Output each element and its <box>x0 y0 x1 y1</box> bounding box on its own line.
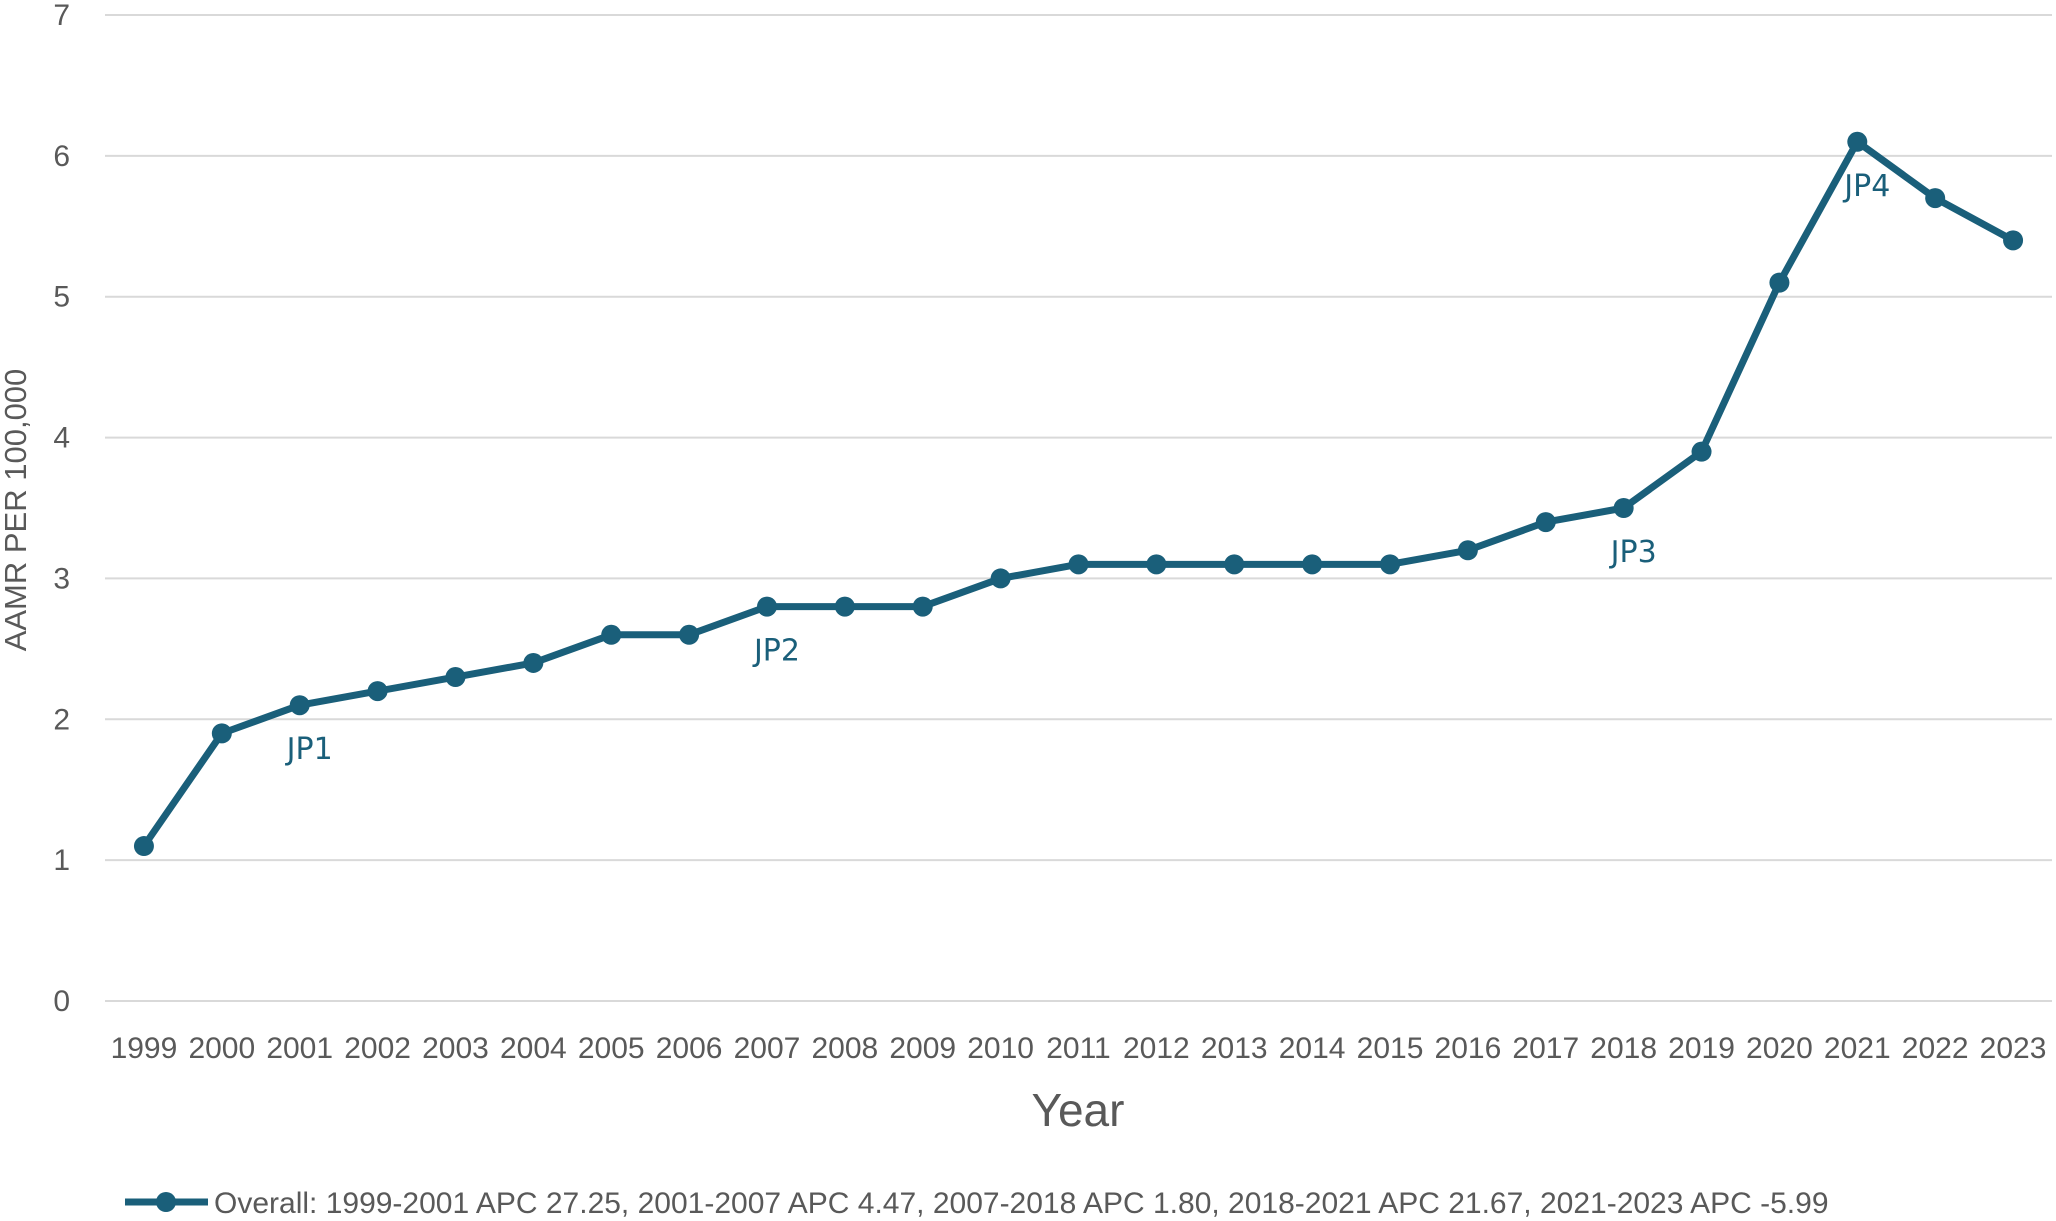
y-tick-label-5: 5 <box>53 281 70 314</box>
x-axis-ticks: 1999 2000 2001 2002 2003 2004 2005 2006 2007 2008… <box>111 1032 2047 1065</box>
series-layer <box>133 131 2024 857</box>
x-tick-label-2012: 2012 <box>1123 1032 1190 1065</box>
x-tick-label-2003: 2003 <box>422 1032 489 1065</box>
y-tick-label-0: 0 <box>53 985 70 1018</box>
annotation-jp1: JP1 <box>285 732 333 767</box>
y-tick-label-6: 6 <box>53 140 70 173</box>
data-point-2018 <box>1613 498 1634 518</box>
gridlines <box>105 14 2052 1002</box>
x-tick-label-1999: 1999 <box>111 1032 178 1065</box>
x-tick-label-2004: 2004 <box>500 1032 567 1065</box>
data-point-2010 <box>990 568 1011 589</box>
data-point-2023 <box>2003 230 2024 251</box>
annotations: JP1 JP2 JP3 JP4 <box>285 169 1891 767</box>
y-tick-label-4: 4 <box>53 422 70 455</box>
x-tick-label-2017: 2017 <box>1512 1032 1579 1065</box>
legend-point-marker <box>156 1192 176 1212</box>
data-point-2009 <box>912 596 933 617</box>
data-point-2006 <box>679 624 700 645</box>
data-point-2017 <box>1535 512 1556 533</box>
x-tick-label-2014: 2014 <box>1279 1032 1346 1065</box>
y-axis-title: AAMR PER 100,000 <box>0 369 33 652</box>
x-tick-label-2011: 2011 <box>1046 1032 1111 1065</box>
data-point-2008 <box>834 596 855 617</box>
x-tick-label-2019: 2019 <box>1668 1032 1735 1065</box>
legend-label: Overall: 1999-2001 APC 27.25, 2001-2007 … <box>214 1187 1829 1220</box>
data-point-2013 <box>1224 554 1245 575</box>
data-point-1999 <box>133 836 154 857</box>
data-point-2007 <box>756 596 777 617</box>
data-point-2019 <box>1691 441 1712 462</box>
data-point-2011 <box>1068 554 1089 575</box>
data-point-2014 <box>1302 554 1323 575</box>
x-tick-label-2007: 2007 <box>734 1032 801 1065</box>
x-tick-label-2022: 2022 <box>1902 1032 1969 1065</box>
y-tick-label-7: 7 <box>53 0 70 32</box>
y-axis-ticks: 0 1 2 3 4 5 6 7 <box>53 0 70 1018</box>
x-tick-label-2000: 2000 <box>188 1032 255 1065</box>
legend: Overall: 1999-2001 APC 27.25, 2001-2007 … <box>125 1187 1829 1220</box>
annotation-jp3: JP3 <box>1609 535 1657 570</box>
data-point-2012 <box>1146 554 1167 575</box>
data-point-2001 <box>289 695 310 716</box>
data-point-2015 <box>1380 554 1401 575</box>
data-point-2020 <box>1769 272 1790 293</box>
x-tick-label-2006: 2006 <box>656 1032 723 1065</box>
data-point-2016 <box>1457 540 1478 561</box>
x-axis-title: Year <box>1032 1084 1125 1136</box>
x-tick-label-2010: 2010 <box>967 1032 1034 1065</box>
annotation-jp2: JP2 <box>752 634 800 669</box>
data-point-2003 <box>445 667 466 688</box>
data-point-2000 <box>211 723 232 744</box>
x-tick-label-2013: 2013 <box>1201 1032 1268 1065</box>
x-tick-label-2018: 2018 <box>1590 1032 1657 1065</box>
x-tick-label-2021: 2021 <box>1824 1032 1891 1065</box>
x-tick-label-2009: 2009 <box>889 1032 956 1065</box>
x-tick-label-2020: 2020 <box>1746 1032 1813 1065</box>
series-line-0 <box>140 138 2017 850</box>
data-point-2022 <box>1925 188 1946 209</box>
data-point-2002 <box>367 681 388 702</box>
x-tick-label-2001: 2001 <box>266 1032 333 1065</box>
y-tick-label-1: 1 <box>53 844 70 877</box>
annotation-jp4: JP4 <box>1842 169 1890 204</box>
x-tick-label-2015: 2015 <box>1357 1032 1424 1065</box>
x-tick-label-2008: 2008 <box>811 1032 878 1065</box>
x-tick-label-2016: 2016 <box>1435 1032 1502 1065</box>
data-point-2004 <box>523 652 544 673</box>
data-point-2021 <box>1847 131 1868 152</box>
y-tick-label-3: 3 <box>53 562 70 595</box>
x-tick-label-2005: 2005 <box>578 1032 645 1065</box>
x-tick-label-2023: 2023 <box>1980 1032 2047 1065</box>
data-point-2005 <box>601 624 622 645</box>
y-tick-label-2: 2 <box>53 703 70 736</box>
x-tick-label-2002: 2002 <box>344 1032 411 1065</box>
